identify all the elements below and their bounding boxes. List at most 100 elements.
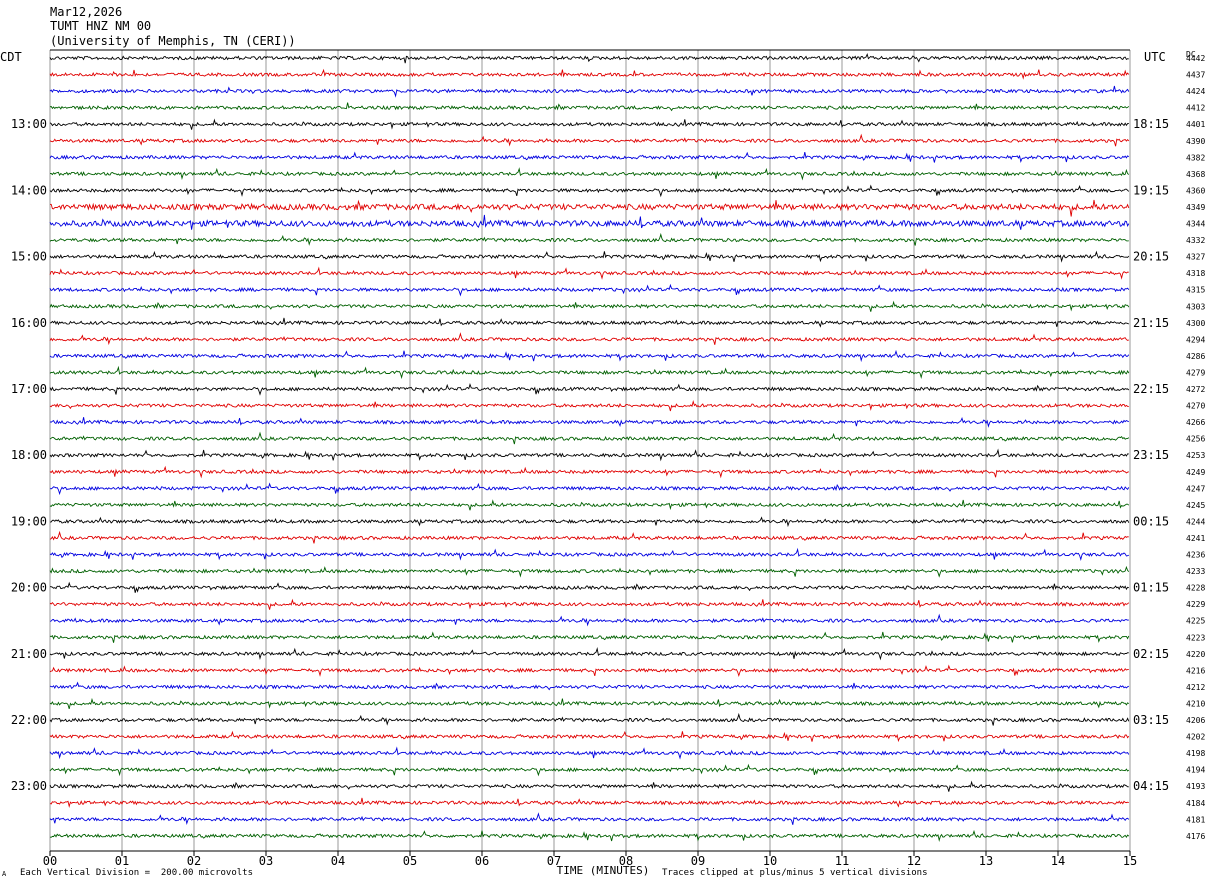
utc-hour-label: 04:15 xyxy=(1133,779,1169,793)
x-tick-label: 00 xyxy=(43,854,57,868)
seismic-trace xyxy=(49,232,1129,246)
seismic-trace xyxy=(49,763,1130,777)
dc-offset-value: 4318 xyxy=(1186,269,1205,278)
x-tick-label: 10 xyxy=(763,854,777,868)
seismic-trace xyxy=(49,199,1130,217)
seismic-trace xyxy=(49,829,1130,842)
seismic-trace xyxy=(49,547,1129,562)
utc-hour-label: 18:15 xyxy=(1133,117,1169,131)
dc-offset-value: 4412 xyxy=(1186,104,1205,113)
dc-offset-value: 4249 xyxy=(1186,468,1205,477)
dc-offset-header: DC xyxy=(1186,50,1196,59)
dc-offset-value: 4206 xyxy=(1186,716,1205,725)
seismic-trace xyxy=(49,482,1130,496)
seismic-trace xyxy=(49,812,1130,826)
clip-note: Traces clipped at plus/minus 5 vertical … xyxy=(662,868,928,878)
cdt-hour-label: 23:00 xyxy=(11,779,47,793)
dc-offset-value: 4256 xyxy=(1186,435,1205,444)
cdt-hour-label: 22:00 xyxy=(11,713,47,727)
x-tick-label: 15 xyxy=(1123,854,1137,868)
seismic-trace xyxy=(49,697,1130,710)
dc-offset-value: 4315 xyxy=(1186,286,1205,295)
dc-offset-value: 4181 xyxy=(1186,815,1205,824)
seismic-trace xyxy=(49,85,1130,98)
x-tick-label: 02 xyxy=(187,854,201,868)
dc-offset-value: 4360 xyxy=(1186,186,1205,195)
dc-offset-value: 4401 xyxy=(1186,120,1205,129)
seismic-trace xyxy=(49,448,1129,462)
cdt-hour-label: 21:00 xyxy=(11,647,47,661)
dc-offset-value: 4241 xyxy=(1186,534,1205,543)
x-tick-label: 01 xyxy=(115,854,129,868)
seismic-trace xyxy=(49,300,1130,312)
dc-offset-value: 4253 xyxy=(1186,451,1205,460)
seismic-trace xyxy=(49,499,1130,511)
seismic-trace xyxy=(49,266,1129,280)
seismic-trace xyxy=(49,349,1130,363)
dc-offset-value: 4228 xyxy=(1186,584,1205,593)
seismic-trace xyxy=(49,184,1130,198)
dc-offset-value: 4424 xyxy=(1186,87,1205,96)
utc-hour-label: 23:15 xyxy=(1133,448,1169,462)
station-id: TUMT HNZ NM 00 xyxy=(50,19,152,33)
dc-offset-value: 4184 xyxy=(1186,799,1205,808)
cdt-hour-label: 20:00 xyxy=(11,581,47,595)
seismic-trace xyxy=(49,250,1130,263)
cdt-hour-label: 13:00 xyxy=(11,117,47,131)
plot-date: Mar12,2026 xyxy=(50,5,123,19)
dc-offset-value: 4303 xyxy=(1186,302,1205,311)
dc-offset-value: 4212 xyxy=(1186,683,1205,692)
dc-offset-value: 4198 xyxy=(1186,749,1205,758)
x-tick-label: 11 xyxy=(835,854,849,868)
dc-offset-value: 4236 xyxy=(1186,551,1205,560)
seismic-trace xyxy=(49,780,1129,792)
cdt-hour-label: 18:00 xyxy=(11,448,47,462)
x-tick-label: 04 xyxy=(331,854,345,868)
x-tick-label: 09 xyxy=(691,854,705,868)
x-tick-label: 14 xyxy=(1051,854,1065,868)
x-axis-title: TIME (MINUTES) xyxy=(557,864,650,877)
dc-offset-value: 4202 xyxy=(1186,733,1205,742)
utc-hour-label: 22:15 xyxy=(1133,382,1169,396)
dc-offset-value: 4294 xyxy=(1186,335,1205,344)
seismic-trace xyxy=(49,598,1130,610)
dc-offset-value: 4344 xyxy=(1186,220,1205,229)
dc-offset-value: 4368 xyxy=(1186,170,1205,179)
utc-hour-label: 01:15 xyxy=(1133,581,1169,595)
x-tick-label: 05 xyxy=(403,854,417,868)
seismic-trace xyxy=(49,167,1130,181)
x-tick-label: 06 xyxy=(475,854,489,868)
dc-offset-value: 4437 xyxy=(1186,71,1205,80)
cdt-hour-label: 16:00 xyxy=(11,316,47,330)
seismic-trace xyxy=(49,283,1130,297)
x-tick-label: 07 xyxy=(547,854,561,868)
dc-offset-value: 4220 xyxy=(1186,650,1205,659)
utc-hour-label: 20:15 xyxy=(1133,250,1169,264)
dc-offset-value: 4270 xyxy=(1186,402,1205,411)
seismic-trace xyxy=(49,647,1129,661)
seismic-trace xyxy=(49,365,1130,380)
utc-hour-label: 02:15 xyxy=(1133,647,1169,661)
seismic-trace xyxy=(49,530,1129,544)
dc-offset-value: 4286 xyxy=(1186,352,1205,361)
dc-offset-value: 4245 xyxy=(1186,501,1205,510)
seismic-trace xyxy=(49,516,1130,528)
seismic-trace xyxy=(49,797,1129,809)
seismic-trace xyxy=(49,565,1130,578)
corner-mark: A xyxy=(2,870,7,878)
seismic-trace xyxy=(49,68,1130,80)
seismic-trace xyxy=(49,465,1129,479)
left-timezone-label: CDT xyxy=(0,50,22,64)
dc-offset-value: 4272 xyxy=(1186,385,1205,394)
dc-offset-value: 4247 xyxy=(1186,484,1205,493)
dc-offset-value: 4442 xyxy=(1186,54,1205,63)
seismic-trace xyxy=(49,214,1130,230)
utc-hour-label: 21:15 xyxy=(1133,316,1169,330)
cdt-hour-label: 15:00 xyxy=(11,250,47,264)
scale-note: Each Vertical Division = 200.00 microvol… xyxy=(20,868,253,878)
x-tick-label: 13 xyxy=(979,854,993,868)
seismic-trace xyxy=(49,133,1130,147)
seismic-trace xyxy=(49,712,1130,726)
seismic-trace xyxy=(49,102,1130,112)
